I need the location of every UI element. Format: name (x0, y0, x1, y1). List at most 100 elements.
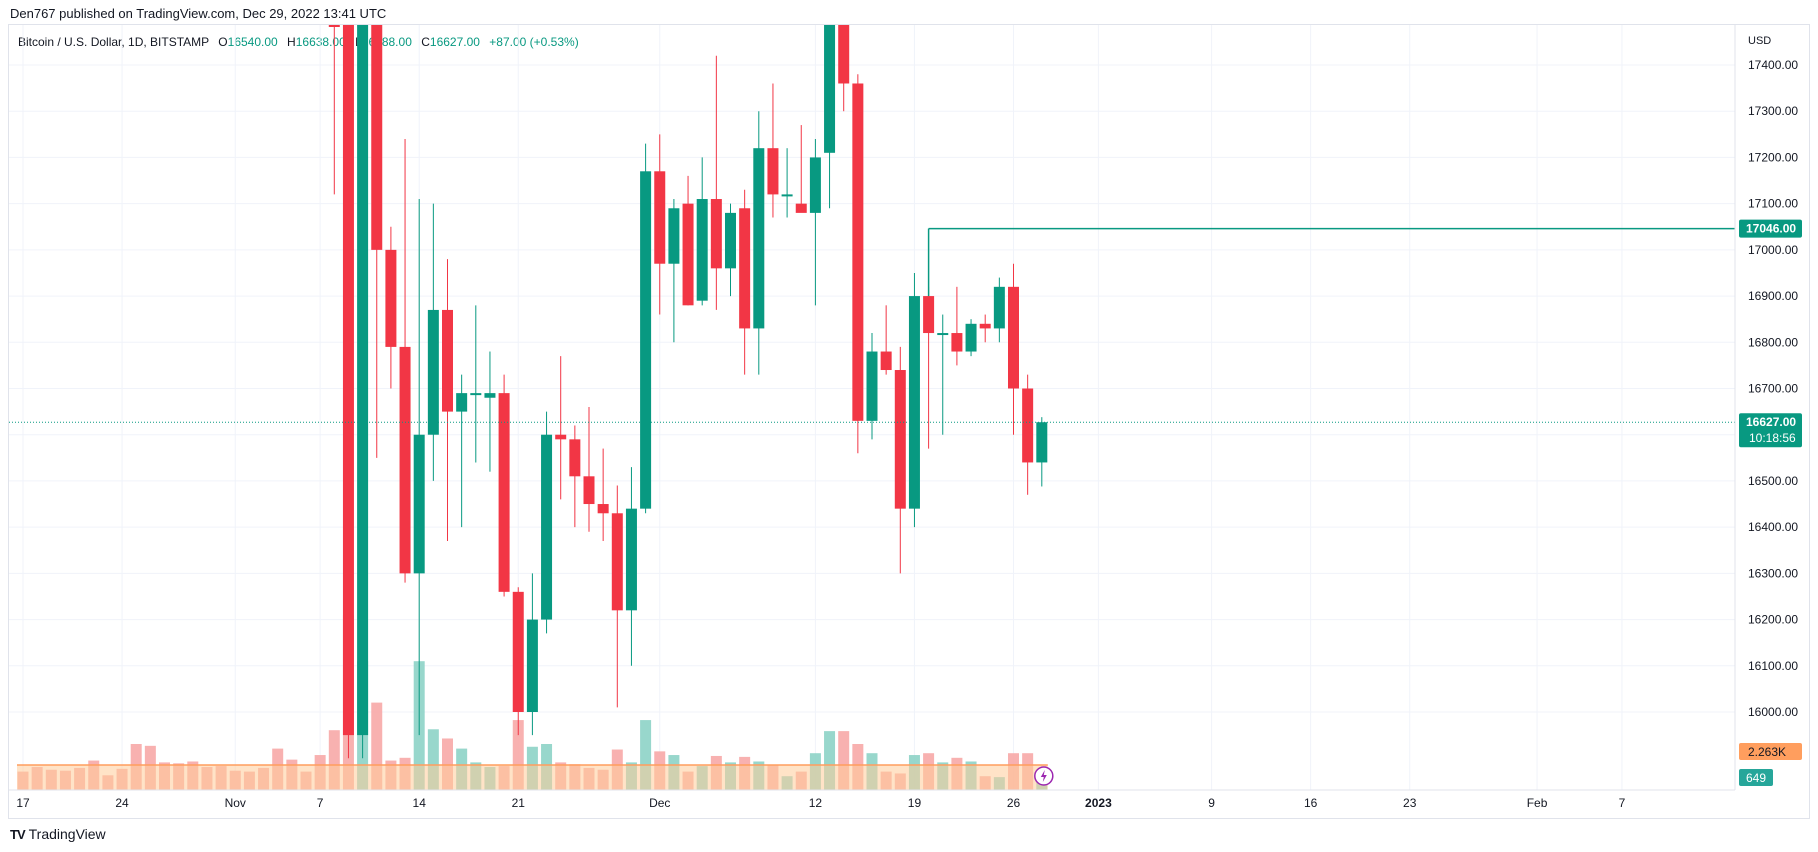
last-price-label: 16627.00 (1746, 415, 1796, 429)
volume-bar (371, 702, 383, 790)
candle (484, 351, 496, 472)
level-label-bg (1739, 219, 1802, 238)
time-tick-label: 23 (1403, 796, 1417, 810)
candle (456, 374, 468, 528)
candle (668, 199, 680, 343)
candle (852, 74, 864, 454)
candle-body (696, 199, 708, 301)
legend-open-label: O (218, 35, 228, 49)
price-tick-label: 17000.00 (1748, 243, 1798, 257)
candle (993, 277, 1005, 343)
candle-body (399, 346, 411, 574)
chart-frame (8, 24, 1810, 819)
candle (824, 25, 836, 209)
candle-body (498, 393, 510, 592)
footer-brand[interactable]: TV TradingView (10, 826, 106, 842)
candle (357, 25, 369, 759)
candle-body (1008, 286, 1019, 389)
candle (894, 346, 906, 574)
candle-body (682, 203, 694, 306)
candle-body (512, 591, 524, 712)
footer-brand-label: TradingView (28, 826, 106, 842)
candle (555, 356, 567, 500)
last-price-label-bg (1739, 413, 1802, 448)
price-tick-label: 17200.00 (1748, 150, 1798, 164)
time-tick-label: 19 (908, 796, 922, 810)
time-tick-label: Dec (649, 796, 670, 810)
candle (427, 203, 439, 481)
candle-body (541, 434, 553, 620)
volume-ma-area (17, 764, 1048, 790)
candle-body (328, 25, 340, 27)
candle (908, 272, 920, 528)
candle (880, 305, 892, 375)
candle (413, 199, 425, 736)
candle-body (555, 434, 567, 440)
candle (611, 485, 623, 708)
candle (937, 314, 949, 435)
candle-body (668, 208, 680, 264)
candles (328, 25, 1048, 759)
candle-body (484, 393, 496, 398)
candle (725, 203, 736, 297)
candle (512, 587, 524, 736)
price-tick-label: 16100.00 (1748, 659, 1798, 673)
candle (385, 226, 397, 389)
price-tick-label: 16500.00 (1748, 474, 1798, 488)
price-tick-label: 16700.00 (1748, 382, 1798, 396)
volume-bar (838, 731, 850, 790)
legend-high-value: 16638.00 (295, 35, 346, 49)
candle-body (611, 513, 623, 611)
candle-body (965, 323, 977, 352)
volume-ma-fill (17, 765, 1048, 790)
time-tick-label: 9 (1208, 796, 1215, 810)
time-tick-label: 7 (317, 796, 324, 810)
candle-body (767, 148, 779, 195)
candle (470, 305, 482, 463)
time-tick-label: 2023 (1085, 796, 1112, 810)
candle-body (526, 619, 538, 712)
candle-body (640, 171, 652, 509)
price-tick-label: 16900.00 (1748, 289, 1798, 303)
candle-body (809, 157, 821, 213)
candle (767, 83, 779, 218)
time-tick-label: 21 (512, 796, 526, 810)
candle (442, 259, 453, 542)
candle (1022, 374, 1034, 495)
candle (640, 143, 652, 514)
candle-body (427, 309, 439, 435)
candle (371, 25, 383, 458)
candle-body (583, 476, 595, 505)
candle-body (781, 194, 793, 197)
candle-body (866, 351, 878, 421)
candle-body (1022, 388, 1034, 463)
candle (696, 157, 708, 306)
candle (795, 125, 807, 213)
candle-body (597, 504, 609, 514)
candle (979, 314, 991, 343)
candle (781, 148, 793, 218)
volume-ma-label-bg (1739, 743, 1802, 760)
price-axis-currency: USD (1748, 35, 1771, 47)
time-tick-label: 16 (1304, 796, 1318, 810)
volume-bar (328, 730, 340, 790)
legend-high-label: H (287, 35, 296, 49)
candle-body (357, 25, 369, 736)
candle (965, 319, 977, 357)
candle-body (342, 25, 354, 736)
time-tick-label: Nov (225, 796, 246, 810)
publisher-caption: Den767 published on TradingView.com, Dec… (10, 6, 387, 21)
candle-body (852, 83, 864, 421)
chart-overlays (9, 227, 1735, 786)
volume-bar (442, 738, 453, 790)
price-tick-label: 16300.00 (1748, 566, 1798, 580)
candle-body (1036, 422, 1048, 463)
candle (654, 134, 666, 315)
price-tick-label: 17400.00 (1748, 58, 1798, 72)
candle (682, 175, 694, 306)
candle (498, 374, 510, 597)
legend-change: +87.00 (+0.53%) (489, 35, 579, 49)
volume-bar (640, 720, 652, 790)
candle-body (937, 333, 949, 336)
